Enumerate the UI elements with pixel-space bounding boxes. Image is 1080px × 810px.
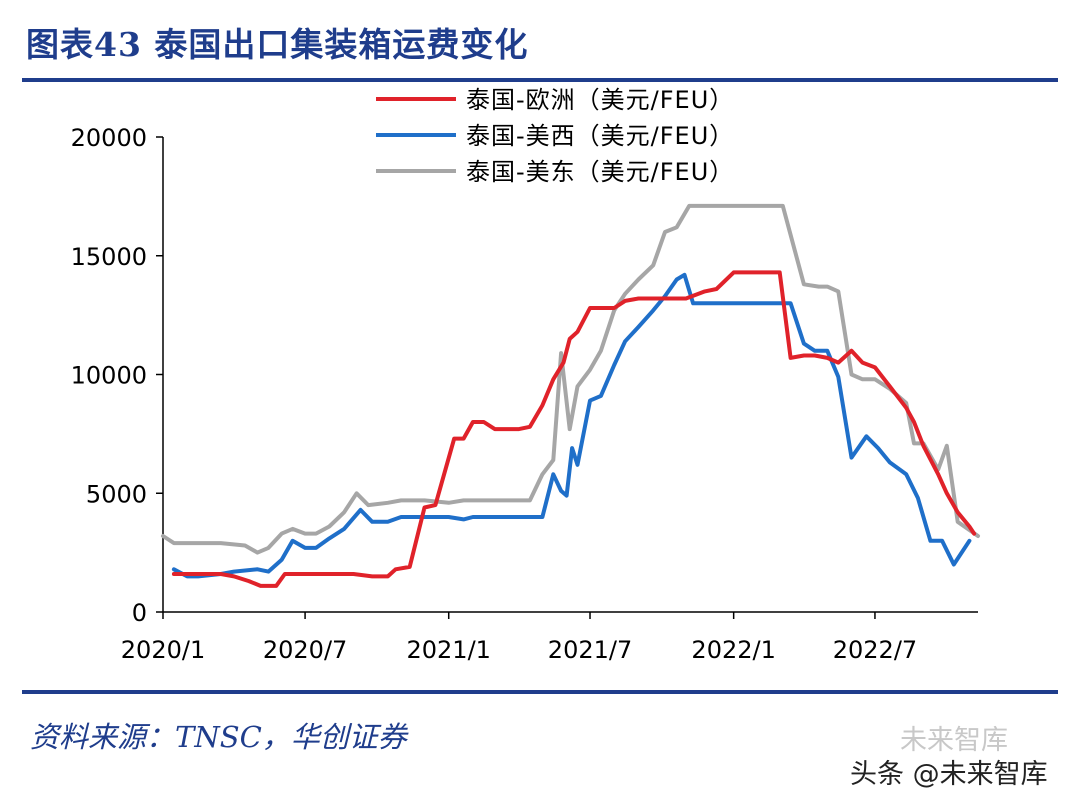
series-line bbox=[171, 272, 972, 579]
x-tick-label: 2020/7 bbox=[263, 636, 347, 664]
series-line bbox=[161, 203, 980, 555]
chart-legend: 泰国-欧洲（美元/FEU） 泰国-美西（美元/FEU） 泰国-美东（美元/FEU） bbox=[376, 86, 734, 186]
legend-label: 泰国-美西（美元/FEU） bbox=[466, 122, 734, 150]
x-tick-label: 2020/1 bbox=[121, 636, 205, 664]
title-rule bbox=[22, 78, 1058, 82]
y-tick-label: 20000 bbox=[71, 124, 147, 152]
line-chart: 0 5000 10000 15000 20000 2020/1 2020/7 2021/1 20… bbox=[71, 86, 980, 664]
x-tick-label: 2021/7 bbox=[548, 636, 632, 664]
chart-series bbox=[161, 203, 980, 588]
x-tick-label: 2021/1 bbox=[406, 636, 490, 664]
x-tick-label: 2022/1 bbox=[691, 636, 775, 664]
x-tick-label: 2022/7 bbox=[833, 636, 917, 664]
series-line bbox=[171, 270, 977, 588]
figure-title: 图表43 泰国出口集装箱运费变化 bbox=[26, 25, 529, 64]
y-tick-label: 5000 bbox=[86, 480, 147, 508]
source-note: 资料来源：TNSC，华创证券 bbox=[30, 720, 407, 754]
y-tick-label: 0 bbox=[132, 599, 147, 627]
watermark: 头条 @未来智库 bbox=[850, 759, 1048, 790]
y-tick-label: 10000 bbox=[71, 362, 147, 390]
y-tick-label: 15000 bbox=[71, 243, 147, 271]
legend-label: 泰国-美东（美元/FEU） bbox=[466, 158, 734, 186]
footer-rule bbox=[22, 690, 1058, 694]
legend-label: 泰国-欧洲（美元/FEU） bbox=[466, 86, 734, 114]
watermark-faint: 未来智库 bbox=[900, 725, 1008, 756]
chart-axes: 0 5000 10000 15000 20000 2020/1 2020/7 2021/1 20… bbox=[71, 124, 978, 664]
